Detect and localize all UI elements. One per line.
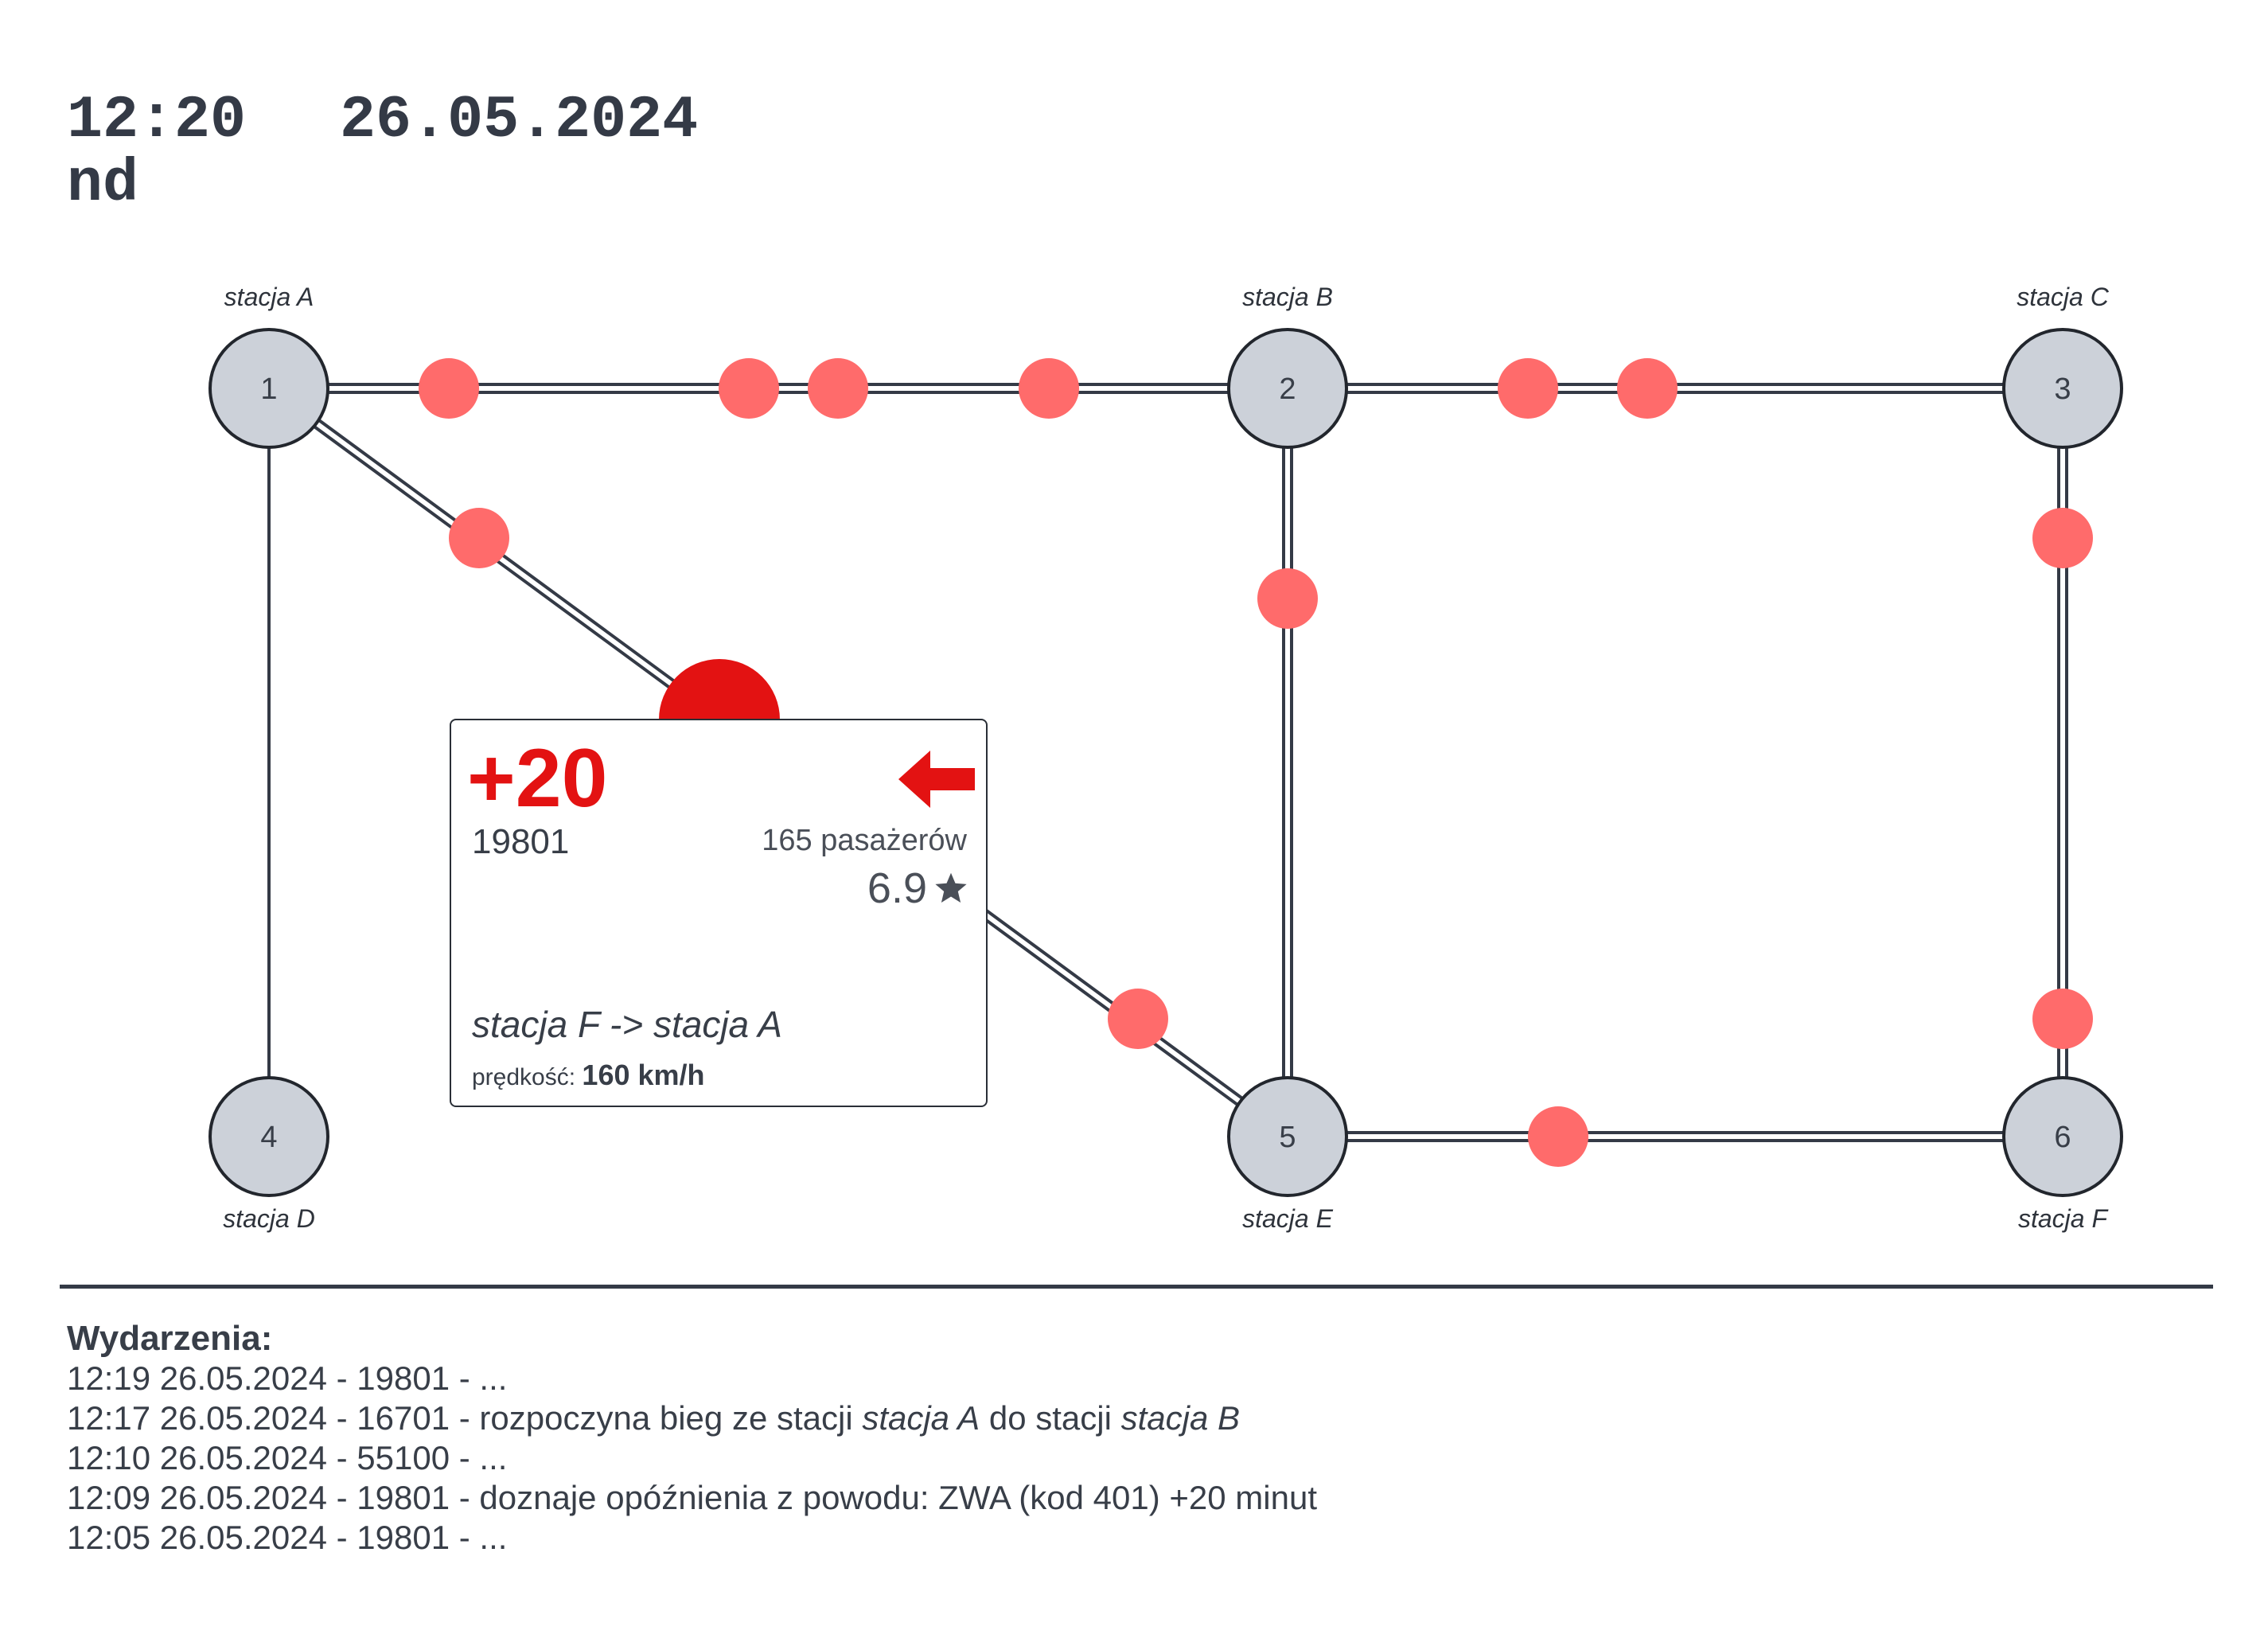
trains [419, 358, 2093, 1167]
events-list: 12:19 26.05.2024 - 19801 - ... 12:17 26.0… [67, 1359, 1317, 1558]
train-marker [1617, 358, 1678, 419]
current-time: 12:20 [67, 87, 247, 154]
station-3: 3 stacja C [2002, 283, 2123, 449]
event-row: 12:10 26.05.2024 - 55100 - ... [67, 1439, 508, 1476]
station-node [1227, 328, 1348, 449]
station-4: 4 stacja D [208, 1076, 329, 1233]
station-node [2002, 1076, 2123, 1197]
event-row: 12:19 26.05.2024 - 19801 - ... [67, 1359, 508, 1397]
station-node [208, 1076, 329, 1197]
weekday: nd [67, 150, 139, 218]
station-label: stacja D [223, 1204, 315, 1233]
arrow-left-icon [898, 751, 975, 808]
event-row: 12:17 26.05.2024 - 16701 - rozpoczyna bi… [67, 1399, 1240, 1437]
train-marker [808, 358, 868, 419]
station-node [208, 328, 329, 449]
event-row: 12:05 26.05.2024 - 19801 - ... [67, 1519, 508, 1556]
train-marker [449, 508, 509, 568]
stations: 1 stacja A 2 stacja B 3 stacja C 4 stacja D 5 sta… [208, 283, 2123, 1233]
passenger-count: 165 pasażerów [762, 824, 967, 857]
train-marker [719, 358, 779, 419]
train-marker [419, 358, 479, 419]
events-log: Wydarzenia: 12:19 26.05.2024 - 19801 - .… [67, 1319, 1317, 1558]
train-marker [2032, 989, 2093, 1049]
event-row: 12:09 26.05.2024 - 19801 - doznaje opóźn… [67, 1479, 1318, 1516]
station-label: stacja E [1242, 1204, 1333, 1233]
station-number: 5 [1279, 1121, 1296, 1154]
station-2: 2 stacja B [1227, 283, 1348, 449]
train-speed: prędkość: 160 km/h [472, 1059, 705, 1092]
station-6: 6 stacja F [2002, 1076, 2123, 1233]
station-label: stacja F [2018, 1204, 2109, 1233]
track-2-5 [1282, 388, 1293, 1137]
divider [60, 1285, 2213, 1289]
train-marker [1498, 358, 1558, 419]
track-5-6 [1288, 1131, 2063, 1142]
train-marker [1108, 989, 1168, 1049]
clock: 12:20 26.05.2024 nd [67, 89, 698, 216]
station-number: 3 [2054, 372, 2071, 406]
rail-network-map: 1 stacja A 2 stacja B 3 stacja C 4 stacja D 5 sta… [208, 283, 2123, 1233]
station-number: 1 [260, 372, 277, 406]
station-label: stacja C [2017, 283, 2109, 311]
station-number: 4 [260, 1121, 277, 1154]
station-node [1227, 1076, 1348, 1197]
train-route: stacja F -> stacja A [472, 1004, 782, 1045]
rating-value: 6.9 [867, 864, 927, 912]
station-1: 1 stacja A [208, 283, 329, 449]
train-details-popup: +20 19801 165 pasażerów 6.9 stacja F -> … [450, 719, 988, 1107]
train-marker [1019, 358, 1079, 419]
train-marker [2032, 508, 2093, 568]
train-marker [1257, 568, 1318, 629]
current-date: 26.05.2024 [340, 87, 699, 154]
station-number: 6 [2054, 1121, 2071, 1154]
station-label: stacja B [1242, 283, 1333, 311]
train-marker [1528, 1106, 1588, 1167]
star-icon [935, 872, 967, 903]
station-5: 5 stacja E [1227, 1076, 1348, 1233]
station-number: 2 [1279, 372, 1296, 406]
train-rating: 6.9 [867, 864, 968, 913]
speed-label: prędkość: [472, 1064, 576, 1090]
train-number: 19801 [472, 822, 570, 861]
delay-value: +20 [467, 732, 608, 825]
speed-value: 160 km/h [582, 1059, 705, 1091]
station-node [2002, 328, 2123, 449]
events-title: Wydarzenia: [67, 1319, 273, 1358]
station-label: stacja A [224, 283, 314, 311]
